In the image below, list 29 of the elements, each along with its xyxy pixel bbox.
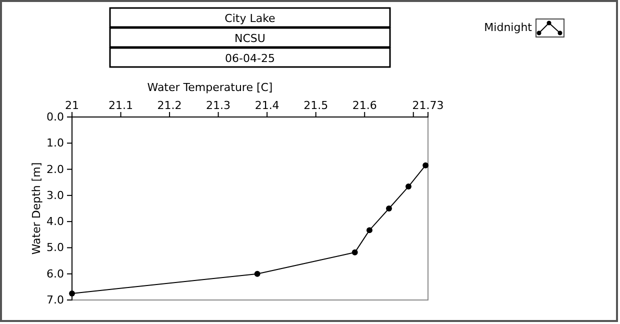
x-tick-label: 21.4: [254, 99, 280, 112]
text: 06-04-25: [225, 52, 275, 65]
point: [69, 290, 75, 296]
point: [422, 162, 429, 168]
point: [386, 206, 392, 212]
legend-label: Midnight: [484, 21, 533, 34]
y-tick-label: 2.0: [46, 162, 64, 176]
x-tick-label: 21.1: [108, 99, 134, 112]
y-tick-label: 3.0: [46, 188, 64, 202]
x-tick-label: 21.73: [412, 99, 444, 112]
y-tick-label: 1.0: [46, 136, 64, 150]
x-axis-title: Water Temperature [C]: [147, 81, 273, 94]
x-tick-label: 21.6: [352, 99, 377, 112]
chart-title: City Lake: [224, 12, 276, 25]
y-tick-label: 4.0: [46, 215, 64, 228]
y-tick-label: 7.0: [46, 294, 64, 307]
point: [352, 249, 358, 256]
point: [254, 270, 260, 277]
y-tick-label: 0.0: [46, 110, 64, 124]
point: [406, 184, 412, 190]
x-tick-label: 21: [65, 99, 79, 112]
y-tick-label: 5.0: [46, 241, 64, 254]
y-axis-title: Water Depth [m]: [30, 162, 43, 255]
chart-subtitle: NCSU: [234, 32, 266, 45]
point: [366, 227, 372, 234]
x-tick-label: 21.2: [157, 99, 182, 112]
x-tick-label: 21.5: [304, 99, 328, 112]
x-tick-label: 21.3: [206, 99, 231, 112]
y-tick-label: 6.0: [46, 267, 64, 280]
